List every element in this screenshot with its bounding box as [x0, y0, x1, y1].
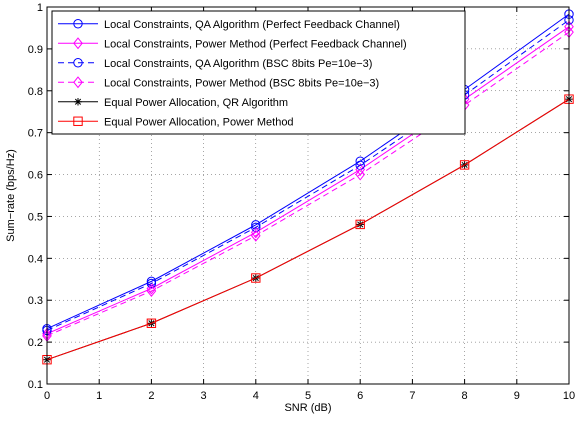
legend-entry-1: Local Constraints, QA Algorithm (Perfect…: [58, 19, 400, 31]
x-tick-label: 4: [253, 390, 259, 402]
legend-entry-2: Local Constraints, Power Method (Perfect…: [58, 37, 407, 50]
x-tick-label: 0: [44, 390, 50, 402]
legend-label: Local Constraints, QA Algorithm (Perfect…: [104, 19, 400, 31]
y-tick-label: 1: [37, 2, 43, 14]
legend-marker: [73, 76, 83, 89]
legend-label: Local Constraints, QA Algorithm (BSC 8bi…: [104, 58, 372, 70]
legend-box: [51, 10, 466, 135]
legend-marker: [74, 97, 82, 106]
ticks: 0 1 2 3 4 5 6 7 8 9 10 0.1 0.2 0.3 0.4 0.5 0.6 0.7 0.8 0.9 1: [28, 2, 575, 402]
data-point: [355, 219, 365, 230]
y-tick-label: 0.8: [28, 86, 43, 98]
legend-label: Local Constraints, Power Method (Perfect…: [104, 38, 407, 50]
x-tick-label: 3: [201, 390, 207, 402]
legend-entry-6: Equal Power Allocation, Power Method: [58, 116, 294, 128]
data-point: [251, 273, 261, 283]
series-line: [46, 98, 570, 361]
data-point: [251, 220, 261, 230]
y-tick-label: 0.3: [28, 295, 43, 307]
y-tick-label: 0.2: [28, 337, 43, 349]
data-point: [146, 278, 157, 289]
series-line: [46, 13, 570, 330]
data-point: [146, 318, 157, 328]
x-tick-label: 7: [409, 390, 415, 402]
series-line: [46, 26, 570, 335]
series-line: [46, 19, 570, 331]
y-tick-label: 0.5: [28, 211, 43, 223]
y-tick-label: 0.6: [28, 170, 43, 182]
series-layer: [42, 9, 574, 365]
legend: Local Constraints, QA Algorithm (Perfect…: [51, 10, 466, 135]
x-tick-label: 9: [514, 390, 520, 402]
series-line: [46, 31, 570, 337]
data-point: [459, 160, 470, 170]
legend-label: Equal Power Allocation, QR Algorithm: [104, 97, 288, 109]
series-6: [42, 94, 574, 365]
legend-marker: [73, 116, 83, 126]
x-tick-label: 10: [563, 390, 575, 402]
y-tick-label: 0.9: [28, 44, 43, 56]
legend-label: Local Constraints, Power Method (BSC 8bi…: [104, 77, 379, 89]
x-axis-label: SNR (dB): [284, 402, 331, 414]
data-point: [146, 285, 157, 298]
legend-marker: [73, 58, 83, 68]
x-tick-label: 5: [305, 390, 311, 402]
legend-entry-5: Equal Power Allocation, QR Algorithm: [58, 97, 288, 109]
y-tick-label: 0.7: [28, 128, 43, 140]
y-tick-label: 0.4: [28, 253, 43, 265]
star-stroke: [74, 98, 82, 105]
x-tick-label: 2: [148, 390, 154, 402]
legend-entry-4: Local Constraints, Power Method (BSC 8bi…: [58, 76, 379, 89]
x-tick-label: 6: [357, 390, 363, 402]
y-tick-label: 0.1: [28, 379, 43, 391]
y-axis-label: Sum−rate (bps/Hz): [5, 149, 17, 242]
x-tick-label: 1: [96, 390, 102, 402]
legend-entry-3: Local Constraints, QA Algorithm (BSC 8bi…: [58, 58, 372, 70]
legend-label: Equal Power Allocation, Power Method: [104, 116, 294, 128]
data-point: [355, 168, 366, 181]
legend-marker: [73, 19, 83, 29]
x-tick-label: 8: [462, 390, 468, 402]
data-point: [251, 222, 261, 233]
legend-marker: [73, 37, 83, 50]
data-point: [250, 229, 261, 242]
